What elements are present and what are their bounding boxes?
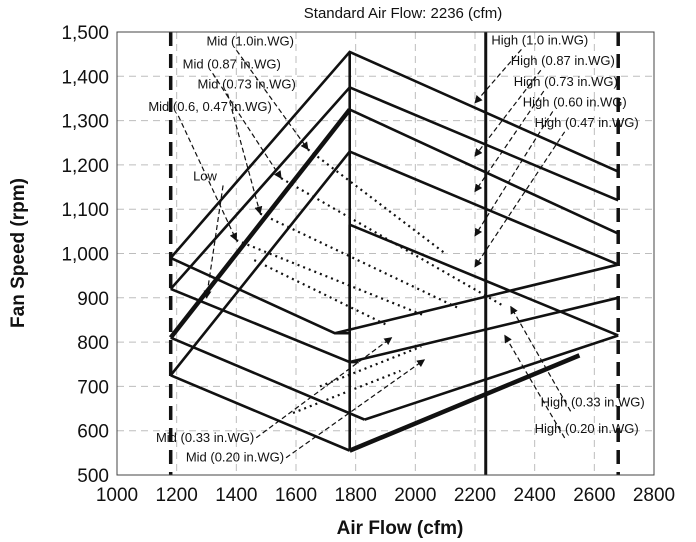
dotted-series-line [280,177,506,308]
annotation-label: Mid (0.87 in.WG) [183,56,281,71]
dotted-series-line [253,259,386,326]
series-line [348,353,581,453]
series-line [349,108,619,235]
annotation-label: High (0.73 in.WG) [514,74,618,89]
annotation-label: Mid (1.0in.WG) [207,33,294,48]
chart-title: Standard Air Flow: 2236 (cfm) [304,5,502,22]
annotation-arrow [236,49,309,151]
annotation-arrow [255,337,393,439]
dotted-series-line [235,239,425,317]
annotation-arrow [474,49,522,104]
series-lines [168,50,619,453]
y-tick-label: 700 [77,377,109,398]
annotation-label: Low [193,168,217,183]
x-tick-labels: 1000 1200 1400 1600 1800 2000 2200 2400 2600 2800 [96,485,675,506]
series-line [170,256,350,335]
dotted-series-line [319,345,422,388]
annotation-label: High (0.87 in.WG) [511,53,615,68]
y-tick-label: 800 [77,333,109,354]
y-tick-label: 600 [77,422,109,443]
annotation-arrow [226,93,263,215]
plot-frame [116,31,655,476]
x-tick-label: 2200 [454,485,496,506]
annotation-label: High (0.47 in.WG) [535,115,639,130]
dotted-series-line [307,148,446,255]
x-tick-label: 1600 [275,485,317,506]
annotations: Mid (1.0in.WG) Mid (0.87 in.WG) Mid (0.73 … [148,32,644,464]
annotation-arrow [212,72,282,180]
annotation-arrow [474,131,566,268]
series-line [349,296,619,364]
y-tick-label: 500 [77,466,109,487]
annotation-arrow [203,185,224,299]
x-tick-label: 2800 [633,485,675,506]
dotted-series-lines [235,148,506,415]
series-line [168,108,352,340]
y-tick-label: 1,400 [61,67,109,88]
y-tick-label: 900 [77,289,109,310]
annotation-arrow [474,111,554,237]
annotation-label: High (0.20 in.WG) [535,421,639,436]
reference-lines [168,32,620,475]
x-tick-label: 1000 [96,485,138,506]
x-tick-label: 1800 [335,485,377,506]
annotation-arrow [474,90,545,193]
x-axis-label: Air Flow (cfm) [337,518,464,539]
series-line [170,336,366,421]
annotation-label: Mid (0.73 in.WG) [198,77,296,92]
annotation-label: Mid (0.20 in.WG) [186,450,284,465]
series-line [364,334,619,421]
y-tick-label: 1,500 [61,23,109,44]
x-tick-label: 1200 [156,485,198,506]
y-axis-label: Fan Speed (rpm) [8,178,29,328]
dotted-series-line [259,212,461,310]
series-line [170,374,351,452]
annotation-label: High (0.60 in.WG) [523,94,627,109]
annotation-arrow [177,115,237,242]
y-tick-label: 1,200 [61,156,109,177]
annotation-arrow [504,334,566,439]
x-tick-label: 2600 [573,485,615,506]
y-tick-label: 1,000 [61,245,109,266]
annotation-label: High (0.33 in.WG) [541,394,645,409]
y-tick-label: 1,100 [61,200,109,221]
x-tick-label: 2400 [514,485,556,506]
annotation-label: Mid (0.6, 0.47 in.WG) [148,99,272,114]
annotation-label: High (1.0 in.WG) [491,32,588,47]
series-line [349,223,619,337]
y-tick-label: 1,300 [61,112,109,133]
y-tick-labels: 500 600 700 800 900 1,000 1,100 1,200 1,300 1,400… [61,23,109,487]
annotation-label: Mid (0.33 in.WG) [156,430,254,445]
dotted-series-line [292,369,401,415]
x-tick-label: 1400 [215,485,257,506]
annotation-arrow [474,69,542,157]
x-tick-label: 2000 [394,485,436,506]
annotation-arrow [285,359,426,459]
annotation-arrow [510,305,572,412]
series-line [334,263,619,335]
